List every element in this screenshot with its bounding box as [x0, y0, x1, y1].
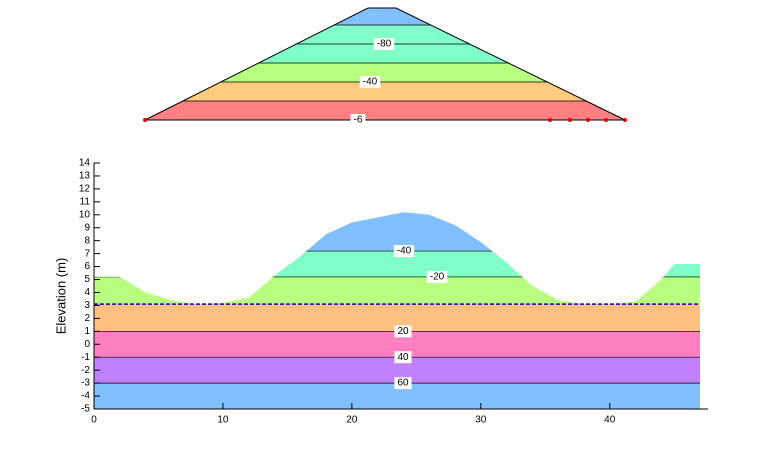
embankment-fill	[145, 8, 625, 120]
embankment-outline	[144, 7, 626, 121]
y-tick-label: 14	[79, 158, 91, 169]
contour-label: 60	[397, 378, 409, 389]
x-tick-label: 20	[346, 415, 358, 426]
band	[145, 63, 625, 82]
label-box	[426, 270, 448, 283]
node-point	[623, 118, 627, 122]
y-tick-label: 1	[84, 326, 90, 337]
y-tick-label: 8	[84, 235, 90, 246]
label-box	[350, 114, 366, 126]
band	[94, 276, 700, 305]
section-fill	[94, 212, 700, 409]
y-tick-label: 5	[84, 274, 90, 285]
node-point	[586, 118, 590, 122]
contour-label: 20	[397, 326, 409, 337]
y-tick-label: -3	[81, 378, 90, 389]
label-box	[359, 76, 381, 88]
contour-label: -20	[430, 272, 445, 283]
y-tick-label: 7	[84, 248, 90, 259]
band	[94, 212, 700, 252]
y-tick-label: -4	[81, 391, 90, 402]
band	[145, 101, 625, 120]
band	[145, 82, 625, 101]
node-point	[568, 118, 572, 122]
x-tick-label: 0	[91, 415, 97, 426]
x-tick-label: 10	[217, 415, 229, 426]
y-tick-label: 10	[79, 209, 91, 220]
y-tick-label: 13	[79, 171, 91, 182]
y-tick-label: 4	[84, 287, 90, 298]
y-tick-label: 0	[84, 339, 90, 350]
contour-label: -6	[354, 115, 363, 126]
label-box	[373, 38, 395, 50]
y-tick-label: 3	[84, 300, 90, 311]
node-point	[143, 118, 147, 122]
y-tick-label: 9	[84, 222, 90, 233]
y-tick-label: 11	[80, 196, 91, 207]
y-tick-label: -1	[81, 352, 90, 363]
section-plot: -40-20204060-5-4-3-2-1012345678910111213…	[53, 158, 708, 426]
node-point	[548, 118, 552, 122]
y-tick-label: 12	[79, 184, 91, 195]
x-tick-label: 40	[604, 415, 616, 426]
x-tick-label: 30	[475, 415, 487, 426]
y-tick-label: -5	[81, 404, 90, 415]
y-tick-label: -2	[81, 365, 90, 376]
label-box	[394, 351, 412, 364]
node-point	[604, 118, 608, 122]
contour-label: -40	[397, 246, 412, 257]
label-box	[393, 245, 415, 258]
contour-label: 40	[397, 352, 409, 363]
embankment-plot: -80 -40 -6	[143, 7, 627, 126]
y-axis-title: Elevation (m)	[53, 258, 68, 335]
label-box	[394, 325, 412, 338]
label-box	[394, 377, 412, 390]
band	[145, 8, 625, 25]
y-tick-label: 6	[84, 261, 90, 272]
contour-label: -80	[377, 39, 392, 50]
y-tick-label: 2	[84, 313, 90, 324]
contour-label: -40	[363, 77, 378, 88]
